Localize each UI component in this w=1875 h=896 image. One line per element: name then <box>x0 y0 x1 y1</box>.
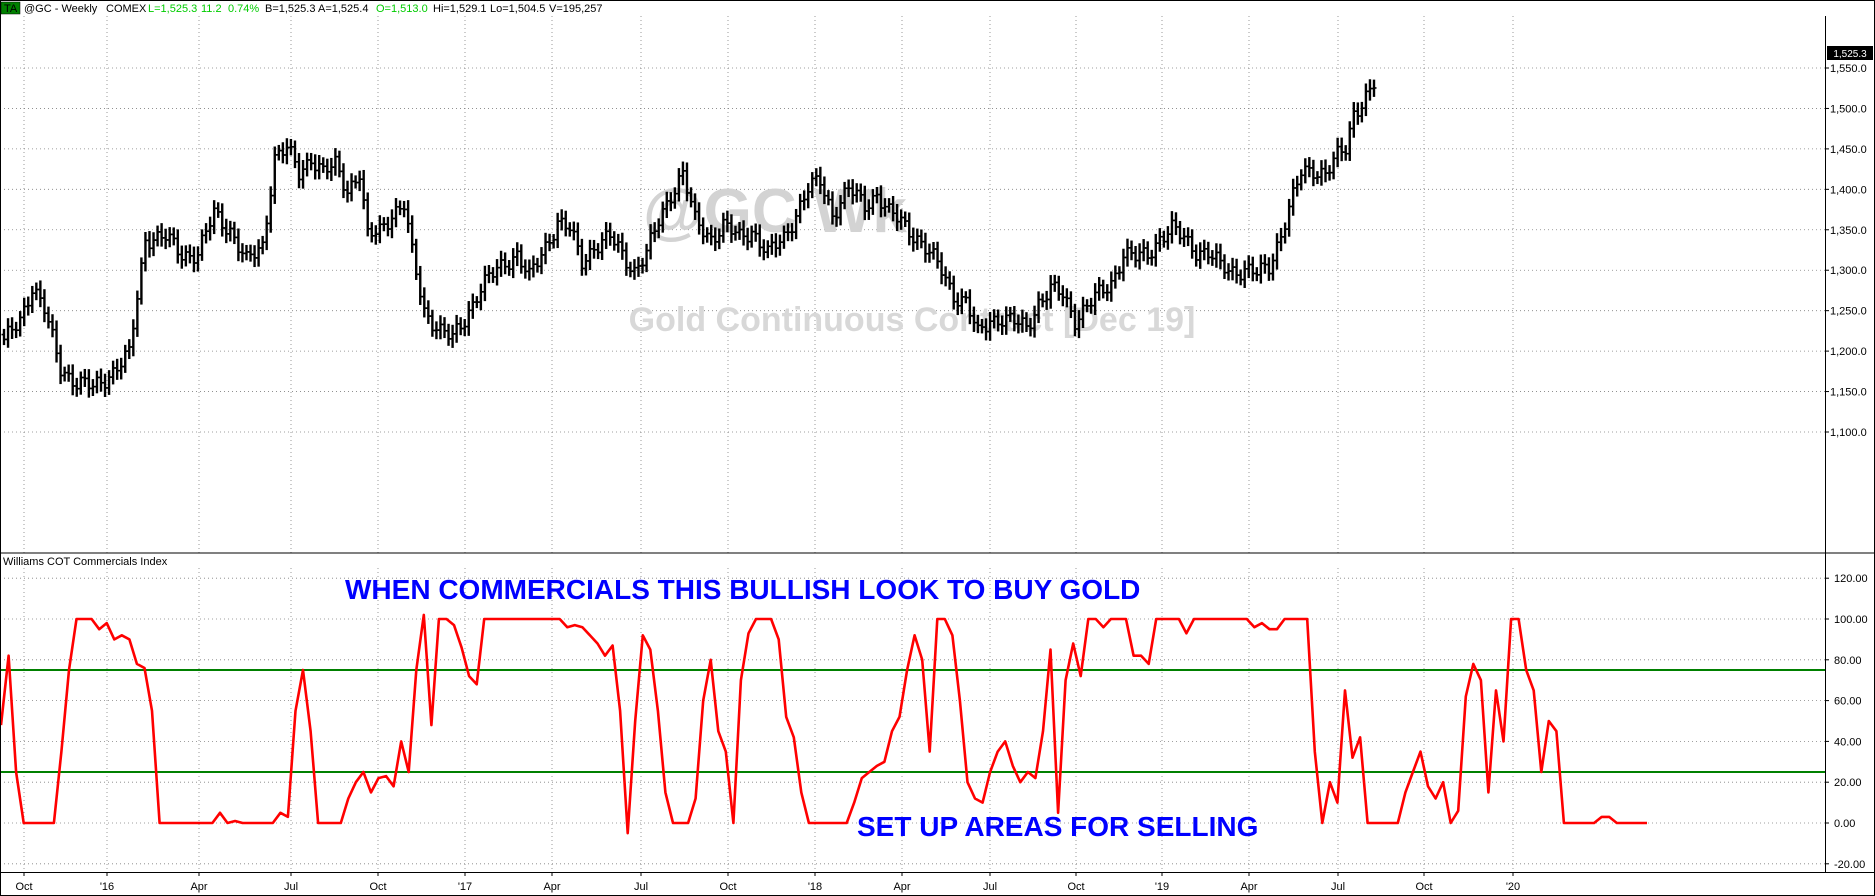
symbol-label: @GC - Weekly <box>24 3 98 15</box>
price-axis-label: 1,200.0 <box>1830 346 1867 358</box>
ta-badge-label: TA <box>4 3 18 15</box>
time-axis-label: Oct <box>719 881 736 893</box>
exchange-label: COMEX <box>106 3 147 15</box>
price-axis-label: 1,350.0 <box>1830 225 1867 237</box>
open-value: O=1,513.0 <box>376 3 428 15</box>
price-axis-label: 1,300.0 <box>1830 265 1867 277</box>
price-axis-label: 1,500.0 <box>1830 103 1867 115</box>
price-axis[interactable]: 1,100.0 1,150.0 1,200.0 1,250.0 1,300.0 1,350… <box>1825 63 1867 439</box>
annotation-buy: WHEN COMMERCIALS THIS BULLISH LOOK TO BU… <box>345 574 1140 605</box>
change-pct: 0.74% <box>228 3 259 15</box>
volume-value: V=195,257 <box>549 3 603 15</box>
time-axis-label: Apr <box>893 881 910 893</box>
price-axis-label: 1,400.0 <box>1830 184 1867 196</box>
price-axis-label: 1,550.0 <box>1830 63 1867 75</box>
time-axis-label: Jul <box>284 881 298 893</box>
chart-header: TA @GC - Weekly COMEX L=1,525.3 11.2 0.7… <box>0 1 603 15</box>
time-axis-label: Apr <box>543 881 560 893</box>
time-axis-label: Oct <box>369 881 386 893</box>
indicator-title: Williams COT Commercials Index <box>3 556 168 568</box>
time-axis-label: Oct <box>15 881 32 893</box>
bid-value: B=1,525.3 <box>265 3 315 15</box>
cot-gridlines <box>0 577 1825 865</box>
low-value: Lo=1,504.5 <box>490 3 545 15</box>
last-price-tag-label: 1,525.3 <box>1833 49 1867 60</box>
cot-axis-label: 0.00 <box>1834 818 1855 830</box>
time-axis-label: Oct <box>1415 881 1432 893</box>
cot-axis[interactable]: -20.00 0.00 20.00 40.00 60.00 80.00 100.00 120.… <box>1825 573 1868 871</box>
cot-axis-label: -20.00 <box>1834 859 1865 871</box>
cot-axis-label: 60.00 <box>1834 696 1862 708</box>
cot-axis-label: 40.00 <box>1834 736 1862 748</box>
cot-axis-label: 100.00 <box>1834 614 1868 626</box>
cot-axis-label: 80.00 <box>1834 655 1862 667</box>
time-axis-label: '17 <box>458 881 472 893</box>
annotation-sell: SET UP AREAS FOR SELLING <box>857 811 1258 842</box>
price-axis-label: 1,450.0 <box>1830 144 1867 156</box>
time-axis-label: Jul <box>634 881 648 893</box>
cot-index-line <box>0 613 1647 835</box>
last-price-tag: 1,525.3 <box>1827 46 1873 60</box>
time-axis-label: Jul <box>983 881 997 893</box>
price-bars <box>1 79 1377 398</box>
svg-text:@GC - Weekly COMEX: @GC - Weekly COMEX L=1,525.3 11.2 0.74% … <box>24 3 603 15</box>
high-value: Hi=1,529.1 <box>433 3 487 15</box>
watermark-description: Gold Continuous Contract [Dec 19] <box>629 301 1196 339</box>
last-price: L=1,525.3 <box>148 3 197 15</box>
time-axis-label: Apr <box>1240 881 1257 893</box>
price-axis-label: 1,250.0 <box>1830 306 1867 318</box>
price-axis-label: 1,150.0 <box>1830 387 1867 399</box>
cot-axis-label: 120.00 <box>1834 573 1868 585</box>
time-axis[interactable]: Oct '16 Apr Jul Oct '17 Apr Jul Oct '18 Apr Jul Oct '… <box>15 872 1520 893</box>
time-axis-label: '18 <box>808 881 822 893</box>
price-axis-label: 1,100.0 <box>1830 427 1867 439</box>
time-gridlines <box>23 16 1514 872</box>
time-axis-label: Apr <box>190 881 207 893</box>
time-axis-label: '16 <box>100 881 114 893</box>
time-axis-label: '19 <box>1155 881 1169 893</box>
ask-value: A=1,525.4 <box>318 3 368 15</box>
time-axis-label: '20 <box>1506 881 1520 893</box>
time-axis-label: Jul <box>1331 881 1345 893</box>
time-axis-label: Oct <box>1067 881 1084 893</box>
cot-index-series <box>0 613 1647 835</box>
cot-axis-label: 20.00 <box>1834 777 1862 789</box>
change-value: 11.2 <box>201 3 222 15</box>
